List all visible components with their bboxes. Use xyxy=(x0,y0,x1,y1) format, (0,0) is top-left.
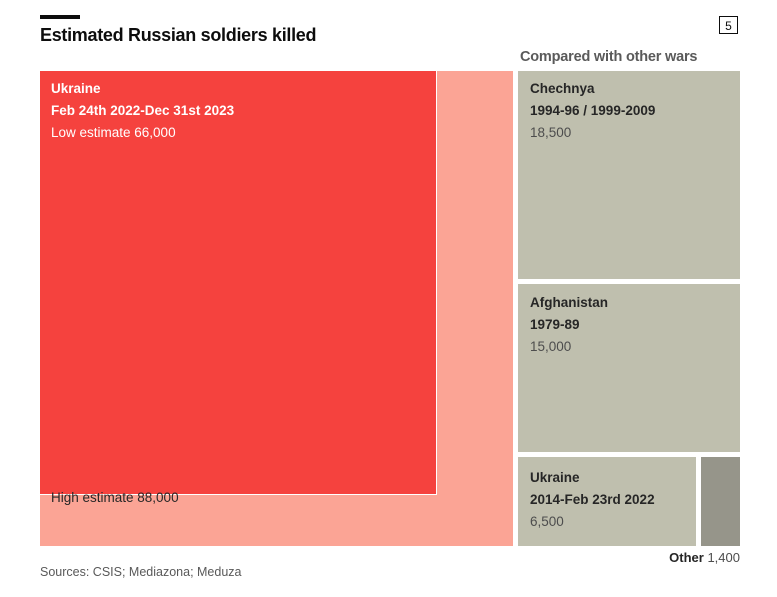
chart-number-badge: 5 xyxy=(719,16,738,34)
ukraine-2014-value: 6,500 xyxy=(530,514,564,529)
chechnya-value: 18,500 xyxy=(530,125,572,140)
ukraine-2014-label: Ukraine 2014-Feb 23rd 2022 6,500 xyxy=(530,467,655,533)
treemap-box-afghanistan xyxy=(517,283,740,453)
ukraine-low-estimate-value: Low estimate 66,000 xyxy=(51,125,176,140)
afghanistan-name: Afghanistan xyxy=(530,295,609,310)
afghanistan-period: 1979-89 xyxy=(530,317,580,332)
other-value: 1,400 xyxy=(707,550,740,565)
afghanistan-label: Afghanistan 1979-89 15,000 xyxy=(530,292,608,358)
ukraine-high-estimate-label: High estimate 88,000 xyxy=(51,490,179,505)
ukraine-2014-period: 2014-Feb 23rd 2022 xyxy=(530,492,655,507)
ukraine-main-period: Feb 24th 2022-Dec 31st 2023 xyxy=(51,103,235,118)
chechnya-period: 1994-96 / 1999-2009 xyxy=(530,103,656,118)
ukraine-main-name: Ukraine xyxy=(51,81,101,96)
treemap-box-other xyxy=(701,457,740,546)
other-label: Other 1,400 xyxy=(669,550,740,565)
chechnya-label: Chechnya 1994-96 / 1999-2009 18,500 xyxy=(530,78,655,144)
chart-title: Estimated Russian soldiers killed xyxy=(40,25,317,45)
source-note: Sources: CSIS; Mediazona; Meduza xyxy=(40,565,242,579)
compare-subtitle: Compared with other wars xyxy=(520,49,698,65)
afghanistan-value: 15,000 xyxy=(530,339,572,354)
ukraine-2014-name: Ukraine xyxy=(530,470,580,485)
treemap-box-chechnya xyxy=(517,71,740,279)
header-rule xyxy=(40,15,80,19)
treemap-box-ukraine-2014 xyxy=(517,457,697,546)
treemap-box-ukraine-low-estimate xyxy=(40,71,438,495)
ukraine-main-label: Ukraine Feb 24th 2022-Dec 31st 2023 Low … xyxy=(51,78,234,144)
chechnya-name: Chechnya xyxy=(530,81,595,96)
other-name: Other xyxy=(669,550,704,565)
